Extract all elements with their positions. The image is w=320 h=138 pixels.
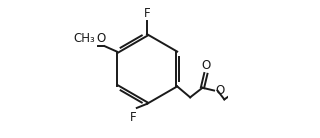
Text: CH₃: CH₃ (73, 32, 95, 45)
Text: O: O (215, 84, 225, 97)
Text: F: F (144, 7, 150, 20)
Text: O: O (201, 59, 211, 72)
Text: O: O (96, 32, 105, 45)
Text: F: F (130, 111, 137, 124)
